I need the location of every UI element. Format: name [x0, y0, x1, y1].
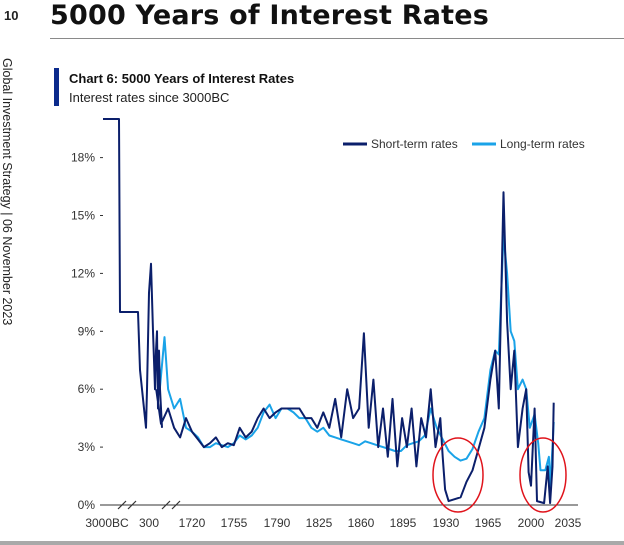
x-tick-label: 1965 [475, 516, 502, 530]
y-tick-label: 6% [78, 382, 96, 396]
x-tick-label: 1930 [433, 516, 460, 530]
y-tick-label: 3% [78, 440, 96, 454]
x-tick-label: 1895 [390, 516, 417, 530]
chart-title: Chart 6: 5000 Years of Interest Rates [69, 71, 295, 86]
y-tick-label: 9% [78, 324, 96, 338]
title-divider [50, 38, 624, 39]
x-tick-label: 3000BC [85, 516, 129, 530]
x-tick-label: 1720 [179, 516, 206, 530]
axis-break-mark [127, 500, 137, 510]
axis-break-mark [161, 500, 171, 510]
x-tick-label: 1755 [221, 516, 248, 530]
axis-break-mark [117, 500, 127, 510]
legend-label: Short-term rates [371, 137, 458, 151]
page-title: 5000 Years of Interest Rates [50, 0, 490, 31]
legend-label: Long-term rates [500, 137, 585, 151]
axis-break-mark [171, 500, 181, 510]
y-tick-label: 0% [78, 498, 96, 512]
y-tick-label: 18% [71, 151, 95, 165]
annotation-circle-2010s [519, 437, 567, 513]
x-tick-label: 2035 [555, 516, 582, 530]
page-number: 10 [4, 8, 19, 23]
x-tick-label: 1860 [348, 516, 375, 530]
x-tick-label: 2000 [518, 516, 545, 530]
long-term-rates-line [158, 233, 555, 489]
y-tick-label: 15% [71, 209, 95, 223]
footer-bar [0, 541, 624, 545]
x-tick-label: 1825 [306, 516, 333, 530]
x-tick-label: 300 [139, 516, 159, 530]
y-tick-label: 12% [71, 266, 95, 280]
annotation-circle-1930s [432, 437, 484, 513]
chart-subtitle: Interest rates since 3000BC [69, 90, 230, 105]
x-tick-label: 1790 [264, 516, 291, 530]
chart-title-accent-bar [54, 68, 59, 106]
short-term-rates-line [103, 118, 555, 505]
